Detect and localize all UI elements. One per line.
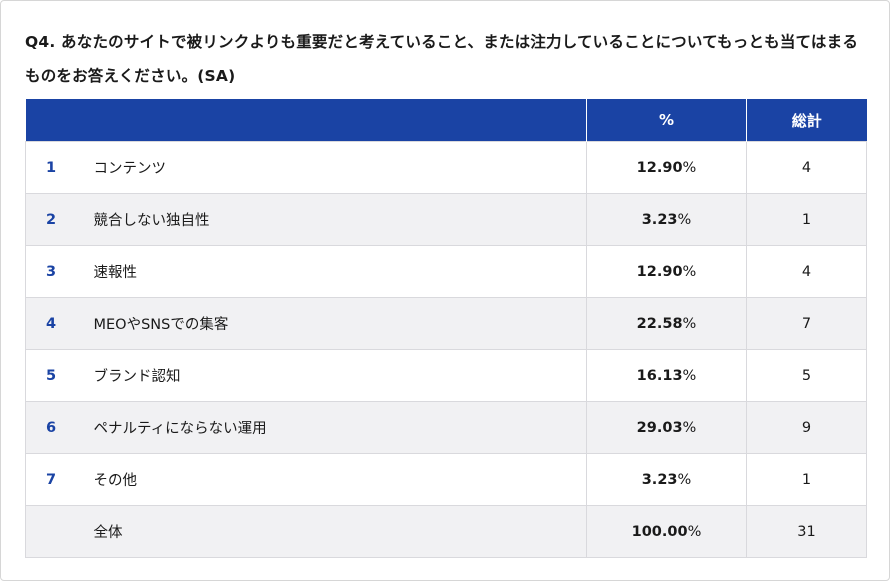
percent-value: 29.03 [636, 419, 683, 436]
row-percent: 22.58% [586, 297, 747, 350]
table-row: 1 コンテンツ 12.90% 4 [25, 141, 867, 194]
row-total: 1 [746, 193, 867, 246]
table-row-total: 全体 100.00% 31 [25, 505, 867, 558]
percent-sign: % [682, 315, 697, 332]
percent-value: 3.23 [641, 471, 678, 488]
row-total: 5 [746, 349, 867, 402]
percent-value: 100.00 [631, 523, 688, 540]
row-number: 4 [25, 297, 94, 350]
table-row: 6 ペナルティにならない運用 29.03% 9 [25, 401, 867, 454]
row-total: 4 [746, 141, 867, 194]
header-percent: % [586, 99, 747, 142]
header-total: 総計 [746, 99, 867, 142]
percent-sign: % [682, 419, 697, 436]
row-number [25, 505, 94, 558]
percent-sign: % [677, 211, 692, 228]
row-total: 31 [746, 505, 867, 558]
percent-sign: % [682, 367, 697, 384]
row-number: 7 [25, 453, 94, 506]
row-percent: 100.00% [586, 505, 747, 558]
percent-value: 12.90 [636, 263, 683, 280]
row-label: ブランド認知 [93, 349, 587, 402]
row-total: 1 [746, 453, 867, 506]
row-number: 3 [25, 245, 94, 298]
row-percent: 29.03% [586, 401, 747, 454]
table-row: 4 MEOやSNSでの集客 22.58% 7 [25, 297, 867, 350]
percent-sign: % [682, 263, 697, 280]
row-label: 速報性 [93, 245, 587, 298]
row-percent: 12.90% [586, 245, 747, 298]
percent-value: 3.23 [641, 211, 678, 228]
percent-value: 22.58 [636, 315, 683, 332]
row-label: MEOやSNSでの集客 [93, 297, 587, 350]
row-label: 競合しない独自性 [93, 193, 587, 246]
row-number: 2 [25, 193, 94, 246]
row-number: 5 [25, 349, 94, 402]
percent-sign: % [677, 471, 692, 488]
table-row: 2 競合しない独自性 3.23% 1 [25, 193, 867, 246]
percent-sign: % [687, 523, 702, 540]
row-label: ペナルティにならない運用 [93, 401, 587, 454]
header-choice [25, 99, 587, 142]
row-total: 7 [746, 297, 867, 350]
question-title: Q4. あなたのサイトで被リンクよりも重要だと考えていること、または注力している… [25, 33, 859, 85]
row-label: 全体 [93, 505, 587, 558]
percent-value: 16.13 [636, 367, 683, 384]
results-table: % 総計 1 コンテンツ 12.90% 4 2 競合しない独自性 3.23% 1… [25, 99, 867, 558]
percent-sign: % [682, 159, 697, 176]
row-percent: 16.13% [586, 349, 747, 402]
row-total: 9 [746, 401, 867, 454]
row-label: コンテンツ [93, 141, 587, 194]
table-header-row: % 総計 [25, 99, 867, 142]
row-number: 6 [25, 401, 94, 454]
row-percent: 3.23% [586, 453, 747, 506]
row-number: 1 [25, 141, 94, 194]
table-row: 5 ブランド認知 16.13% 5 [25, 349, 867, 402]
row-percent: 12.90% [586, 141, 747, 194]
row-percent: 3.23% [586, 193, 747, 246]
row-label: その他 [93, 453, 587, 506]
table-row: 3 速報性 12.90% 4 [25, 245, 867, 298]
table-row: 7 その他 3.23% 1 [25, 453, 867, 506]
row-total: 4 [746, 245, 867, 298]
percent-value: 12.90 [636, 159, 683, 176]
